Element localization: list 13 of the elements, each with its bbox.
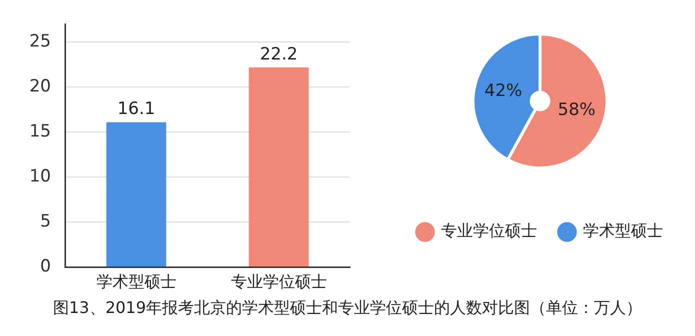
y-tick-label: 15 bbox=[29, 122, 51, 142]
data-label: 22.2 bbox=[260, 44, 298, 64]
y-tick-label: 10 bbox=[29, 166, 51, 186]
data-label: 16.1 bbox=[117, 99, 156, 120]
legend-label: 专业学位硕士 bbox=[441, 221, 537, 240]
y-tick-label: 20 bbox=[29, 76, 51, 97]
y-tick-label: 25 bbox=[29, 32, 51, 52]
legend-label: 学术型硕士 bbox=[583, 221, 663, 240]
y-tick-label: 0 bbox=[40, 256, 51, 276]
data-label: 58% bbox=[558, 100, 596, 120]
caption: 图13、2019年报考北京的学术型硕士和专业学位硕士的人数对比图（单位：万人） bbox=[52, 298, 644, 319]
y-tick-label: 5 bbox=[40, 211, 51, 232]
data-label: 42% bbox=[484, 81, 522, 101]
